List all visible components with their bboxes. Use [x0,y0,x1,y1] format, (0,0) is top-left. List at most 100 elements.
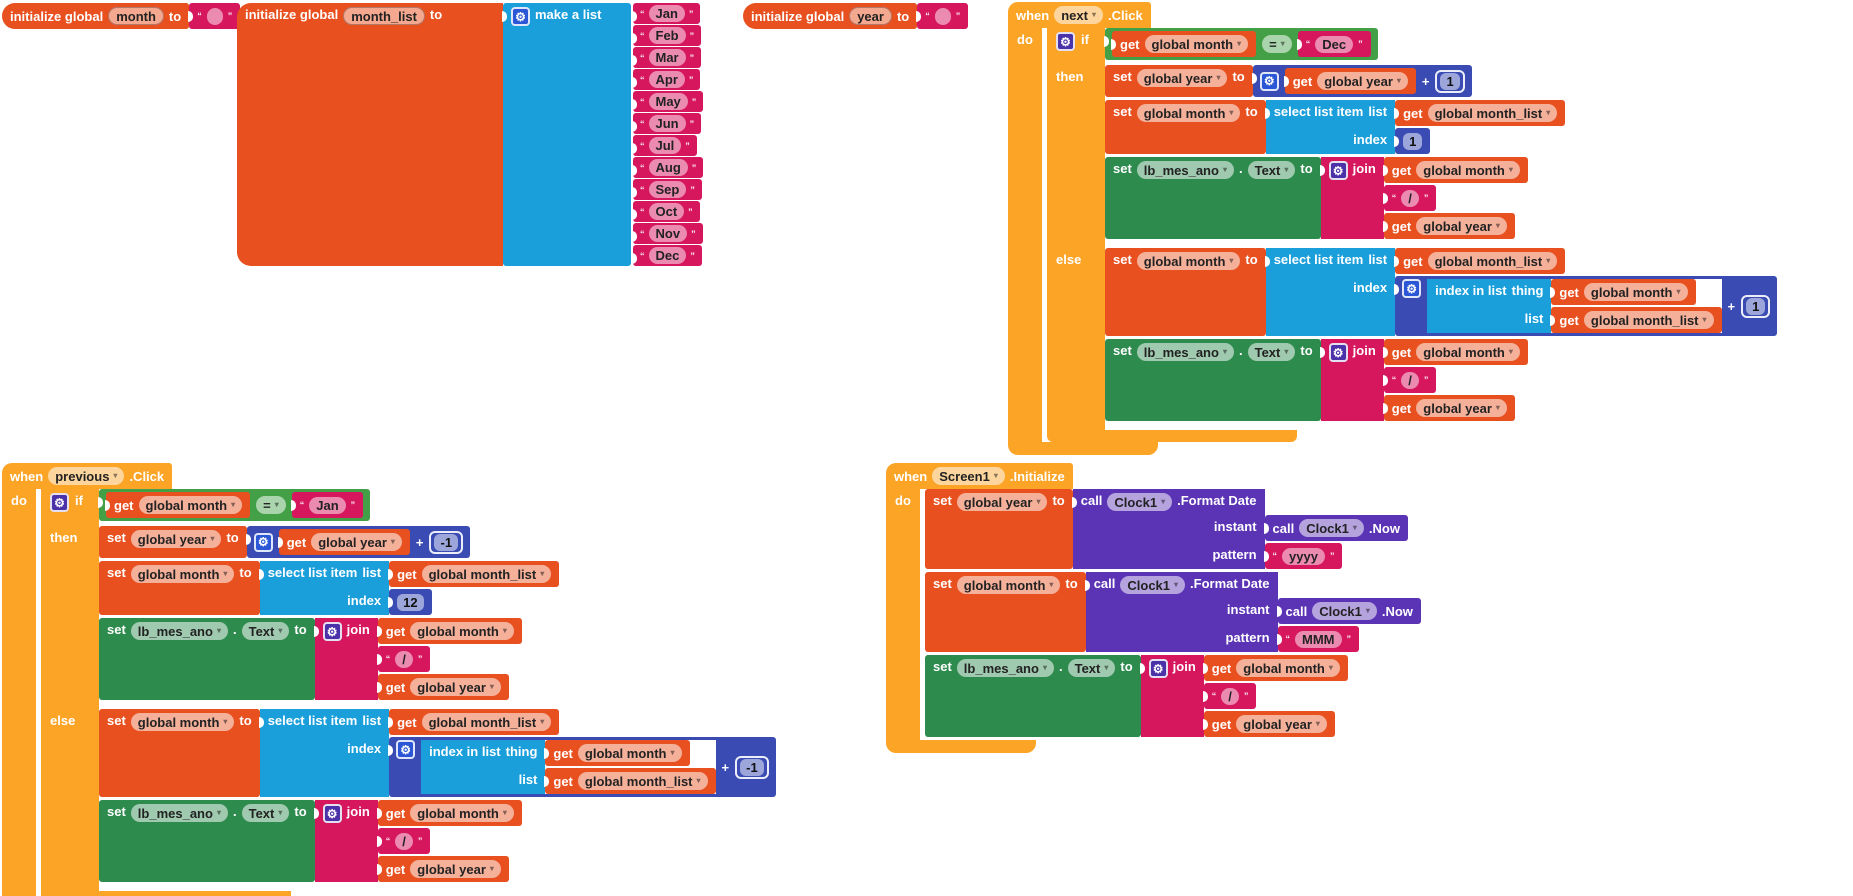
set-variable-statement[interactable]: set global month ▾ to select list item li… [1105,100,1566,154]
variable-name-field[interactable]: month [108,7,164,25]
string-block[interactable]: “ / ” [1202,683,1257,709]
month-item-block[interactable]: “Mar” [631,47,702,68]
month-item-block[interactable]: “May” [631,91,704,112]
number-block[interactable]: 12 [388,589,432,615]
string-value-field[interactable]: / [395,650,413,668]
number-field[interactable]: -1 [740,758,764,776]
property-dropdown[interactable]: Text ▾ [1247,161,1296,179]
get-variable-block[interactable]: get global month ▾ [544,740,690,766]
string-value-field[interactable]: Jun [648,115,686,132]
set-component-statement[interactable]: set lb_mes_ano ▾ . Text ▾ to ⚙ join [1105,157,1528,239]
event-header[interactable]: when next ▾ .Click [1008,2,1151,28]
call-now-block[interactable]: call Clock1 ▾ .Now [1263,515,1408,541]
init-global-month-list-header[interactable]: initialize global month_list to [237,3,503,266]
get-variable-block[interactable]: get global month ▾ [1382,157,1528,183]
component-dropdown[interactable]: lb_mes_ano ▾ [1136,161,1234,179]
when-previous-click-block[interactable]: when previous ▾ .Click do ⚙ if get globa [2,463,776,896]
mutator-gear-icon[interactable]: ⚙ [50,493,69,512]
property-dropdown[interactable]: Text ▾ [241,804,290,822]
variable-dropdown[interactable]: global month_list ▾ [1427,104,1558,122]
get-variable-block[interactable]: get global month ▾ [104,492,251,518]
get-variable-block[interactable]: get global month ▾ [1382,339,1528,365]
mutator-gear-icon[interactable]: ⚙ [322,622,342,641]
set-variable-statement[interactable]: set global month ▾ to select list item li… [99,561,560,615]
month-item-block[interactable]: “Nov” [632,223,703,244]
empty-string-block[interactable]: “ ” [916,3,969,29]
call-format-date-block[interactable]: call Clock1 ▾ .Format Date instant call C… [1071,489,1408,569]
month-item-block[interactable]: “Jul” [632,135,697,156]
string-value-field[interactable]: Jan [648,5,685,22]
string-value-field[interactable]: May [648,93,688,110]
get-variable-block[interactable]: get global month_list ▾ [1550,307,1722,333]
variable-dropdown[interactable]: global month ▾ [1583,283,1688,301]
mutator-gear-icon[interactable]: ⚙ [1328,343,1348,362]
get-variable-block[interactable]: get global year ▾ [1283,68,1416,94]
string-value-field[interactable]: Oct [648,203,685,220]
variable-dropdown[interactable]: global month ▾ [130,565,235,583]
get-variable-block[interactable]: get global month_list ▾ [1394,100,1566,126]
variable-dropdown[interactable]: global month ▾ [956,576,1061,594]
component-dropdown[interactable]: lb_mes_ano ▾ [1136,343,1234,361]
month-item-block[interactable]: “Jan” [631,3,701,24]
join-block[interactable]: ⚙ join get global month ▾ [313,800,522,882]
equals-compare-block[interactable]: get global month ▾ = ▾ “ Jan ” [97,489,371,521]
equals-compare-block[interactable]: get global month ▾ = ▾ “ Dec ” [1104,28,1378,60]
join-block[interactable]: ⚙ join get global month ▾ “ [1139,655,1348,737]
mutator-gear-icon[interactable]: ⚙ [322,804,342,823]
get-variable-block[interactable]: get global year ▾ [376,674,509,700]
variable-dropdown[interactable]: global year ▾ [410,678,501,696]
select-list-item-block[interactable]: select list item list get global month_l… [1264,248,1778,336]
math-add-block[interactable]: ⚙ index in list thing [388,737,776,797]
number-block[interactable]: 1 [1394,128,1431,154]
mutator-gear-icon[interactable]: ⚙ [1056,32,1075,51]
variable-dropdown[interactable]: global month_list ▾ [1427,252,1558,270]
string-value-field[interactable]: Mar [648,49,686,66]
init-global-month-header[interactable]: initialize global month to [2,3,190,29]
set-component-property-block[interactable]: set lb_mes_ano ▾ . Text ▾ to [1105,157,1321,239]
month-item-block[interactable]: “Aug” [631,157,704,178]
set-variable-block[interactable]: set global month ▾ to [99,561,260,615]
variable-dropdown[interactable]: global month ▾ [1136,252,1241,270]
event-header[interactable]: when Screen1 ▾ .Initialize [886,463,1073,489]
set-variable-block[interactable]: set global month ▾ to [925,572,1086,652]
get-variable-block[interactable]: get global year ▾ [1382,395,1515,421]
set-variable-block[interactable]: set global year ▾ to [925,489,1073,569]
set-variable-statement[interactable]: set global year ▾ to ⚙ get global year ▾ [1105,65,1472,97]
string-value-field[interactable]: Jan [309,496,346,514]
set-component-statement[interactable]: set lb_mes_ano ▾ . Text ▾ to ⚙ join [925,655,1348,737]
string-value-field[interactable]: / [1401,189,1419,207]
string-value-field[interactable] [206,7,223,25]
month-item-block[interactable]: “Apr” [631,69,701,90]
number-field[interactable]: 12 [397,593,424,611]
variable-dropdown[interactable]: global year ▾ [1317,72,1408,90]
property-dropdown[interactable]: Text ▾ [241,622,290,640]
month-item-block[interactable]: “Oct” [632,201,700,222]
set-variable-block[interactable]: set global year ▾ to [99,526,247,558]
operator-dropdown[interactable]: = ▾ [1262,35,1292,53]
string-value-field[interactable]: Sep [648,181,687,198]
mutator-gear-icon[interactable]: ⚙ [1328,161,1348,180]
set-variable-block[interactable]: set global month ▾ to [1105,100,1266,154]
variable-dropdown[interactable]: global year ▾ [1416,217,1507,235]
string-block[interactable]: “ / ” [1382,367,1437,393]
string-value-field[interactable]: Apr [648,71,685,88]
init-global-month-list-block[interactable]: initialize global month_list to ⚙ make a… [237,3,704,266]
select-list-item-block[interactable]: select list item list get global month_l… [1264,100,1566,154]
number-field[interactable]: 1 [1746,297,1766,315]
string-value-field[interactable]: yyyy [1282,547,1325,565]
set-variable-statement[interactable]: set global month ▾ to select list item li… [1105,248,1778,336]
variable-dropdown[interactable]: global month ▾ [577,744,682,762]
join-block[interactable]: ⚙ join get global month ▾ [1319,157,1528,239]
variable-dropdown[interactable]: global month ▾ [1416,343,1520,361]
get-variable-block[interactable]: get global month_list ▾ [1394,248,1566,274]
variable-dropdown[interactable]: global year ▾ [130,530,222,548]
join-block[interactable]: ⚙ join get global month ▾ [313,618,522,700]
string-value-field[interactable]: Nov [648,225,688,242]
get-variable-block[interactable]: get global month ▾ [376,618,522,644]
index-in-list-block[interactable]: index in list thing get global month ▾ [1427,279,1722,333]
component-dropdown[interactable]: Clock1 ▾ [1299,519,1364,537]
variable-name-field[interactable]: year [849,7,892,25]
init-global-year-block[interactable]: initialize global year to “ ” [743,3,969,29]
variable-dropdown[interactable]: global month_list ▾ [577,772,708,790]
string-block[interactable]: “ yyyy ” [1263,543,1343,569]
